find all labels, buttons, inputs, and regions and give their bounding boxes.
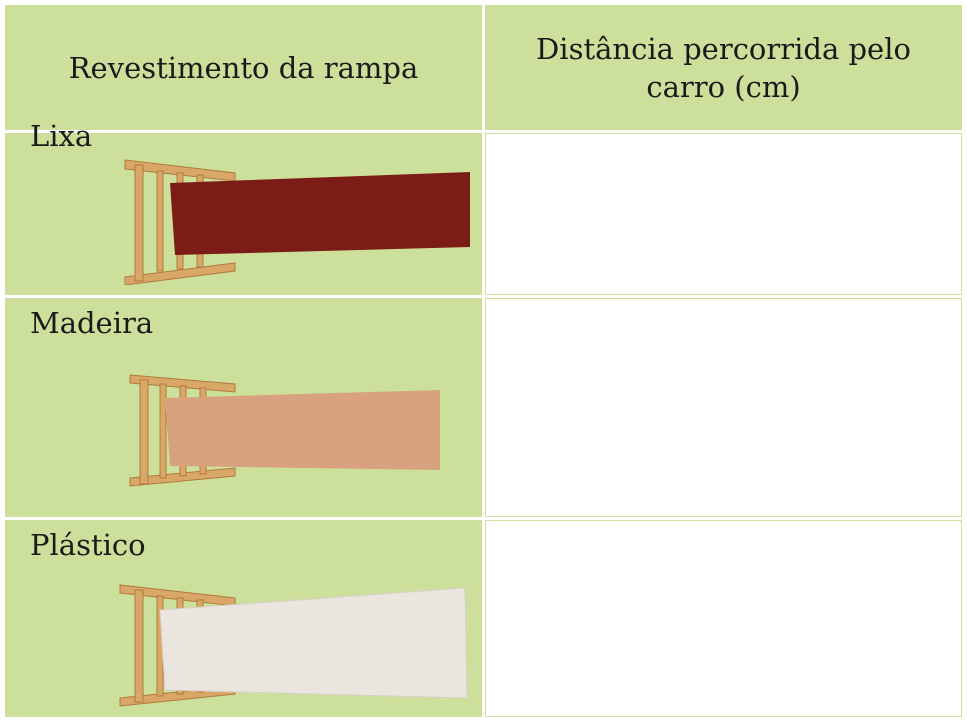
ramp-image — [119, 584, 468, 707]
answer-cell — [485, 520, 962, 717]
row-label-cell: Lixa — [5, 119, 482, 295]
header-cell: Revestimento da rampa — [5, 5, 482, 130]
row-label: Lixa — [30, 119, 93, 153]
header-text: Distância percorrida pelo carro (cm) — [536, 31, 911, 104]
answer-cell — [485, 133, 962, 295]
header-cell: Distância percorrida pelo carro (cm) — [485, 5, 962, 130]
ramp-image — [124, 159, 470, 285]
row-label: Madeira — [30, 306, 154, 340]
ramp-image — [129, 374, 440, 487]
row-label-cell: Madeira — [5, 298, 482, 517]
answer-cell — [485, 298, 962, 517]
row-label-cell: Plástico — [5, 520, 482, 717]
header-text: Revestimento da rampa — [68, 50, 419, 85]
row-label: Plástico — [30, 528, 146, 562]
